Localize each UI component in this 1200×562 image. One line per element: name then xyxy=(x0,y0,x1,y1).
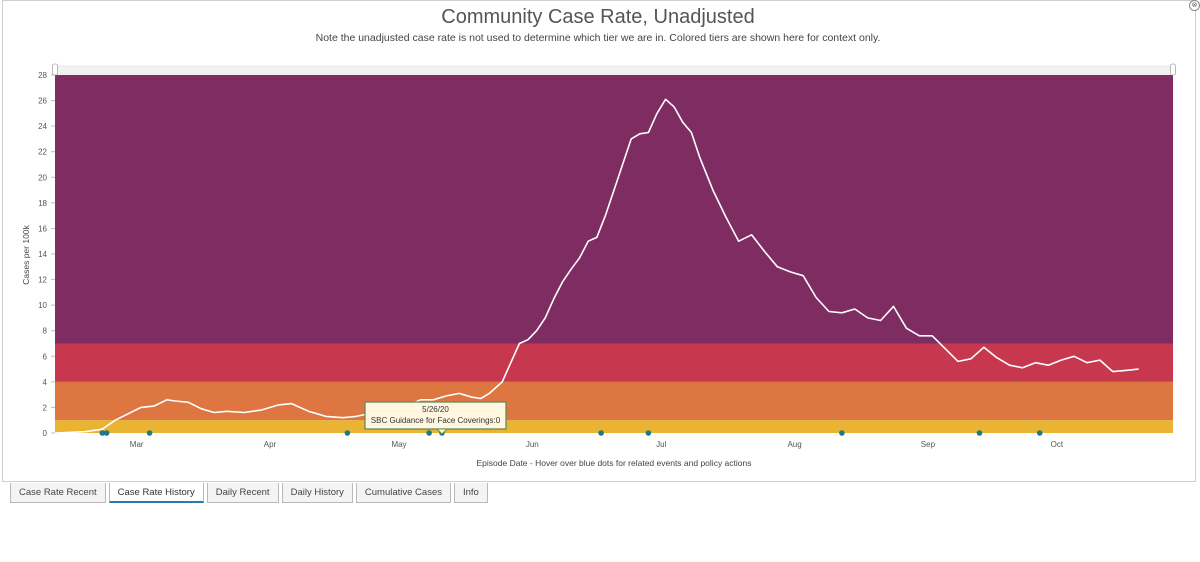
case-rate-line xyxy=(54,98,1139,434)
tab-bar: Case Rate Recent Case Rate History Daily R… xyxy=(10,483,491,505)
x-axis-label: Episode Date - Hover over blue dots for … xyxy=(477,458,752,468)
y-tick-label: 2 xyxy=(43,403,48,412)
event-dot[interactable] xyxy=(99,430,106,436)
tier-band xyxy=(55,381,1173,421)
x-tick-label: Jun xyxy=(526,440,539,449)
tab-case-rate-history[interactable]: Case Rate History xyxy=(108,483,204,503)
y-tick-label: 6 xyxy=(43,352,48,361)
event-dot[interactable] xyxy=(598,430,604,436)
chart-title: Community Case Rate, Unadjusted xyxy=(441,6,755,28)
x-tick-label: May xyxy=(391,440,406,449)
y-tick-label: 14 xyxy=(38,250,47,259)
y-tick-label: 12 xyxy=(38,276,47,285)
tier-bands xyxy=(55,75,1173,433)
scrollbar-handle[interactable] xyxy=(1170,63,1176,76)
event-dot[interactable] xyxy=(344,430,351,436)
event-dot[interactable] xyxy=(103,430,110,436)
event-dot[interactable] xyxy=(426,430,432,436)
y-tick-label: 18 xyxy=(38,199,47,208)
x-tick-label: Aug xyxy=(787,440,801,449)
y-tick-label: 26 xyxy=(38,97,47,106)
tooltip-box xyxy=(364,401,507,430)
x-tick-label: Apr xyxy=(264,440,277,449)
y-tick-label: 10 xyxy=(38,301,47,310)
x-tick-label: Mar xyxy=(130,440,144,449)
tier-band xyxy=(55,75,1173,344)
tab-daily-history[interactable]: Daily History xyxy=(281,483,353,503)
y-tick-label: 28 xyxy=(38,71,47,80)
tooltip-arrow xyxy=(435,428,449,435)
y-tick-label: 24 xyxy=(38,122,47,131)
tooltip-text: SBC Guidance for Face Coverings:0 xyxy=(371,416,501,425)
event-dot[interactable] xyxy=(839,430,845,436)
chart-subtitle: Note the unadjusted case rate is not use… xyxy=(315,32,881,44)
event-dot[interactable] xyxy=(976,430,983,436)
tab-info[interactable]: Info xyxy=(453,483,488,503)
scrollbar-track xyxy=(54,65,1174,75)
case-rate-series xyxy=(54,98,1139,434)
tab-case-rate-recent[interactable]: Case Rate Recent xyxy=(10,483,106,503)
event-dot[interactable] xyxy=(1036,430,1043,436)
y-tick-label: 16 xyxy=(38,224,47,233)
x-tick-label: Jul xyxy=(656,440,666,449)
y-tick-label: 4 xyxy=(43,378,48,387)
y-axis-label: Cases per 100k xyxy=(21,224,31,284)
event-tooltip: 5/26/20 SBC Guidance for Face Coverings:… xyxy=(364,401,507,435)
tab-cumulative-cases[interactable]: Cumulative Cases xyxy=(355,483,451,503)
tooltip-date: 5/26/20 xyxy=(422,405,449,414)
y-tick-label: 0 xyxy=(43,429,48,438)
tab-daily-recent[interactable]: Daily Recent xyxy=(206,483,279,503)
x-tick-label: Oct xyxy=(1051,440,1064,449)
event-dot[interactable] xyxy=(645,430,652,436)
event-dot[interactable] xyxy=(146,430,153,436)
y-tick-label: 20 xyxy=(38,173,47,182)
y-tick-label: 22 xyxy=(38,148,47,157)
scrollbar-handle[interactable] xyxy=(52,63,58,76)
y-tick-label: 8 xyxy=(43,327,48,336)
tier-band xyxy=(55,420,1173,433)
x-tick-label: Sep xyxy=(921,440,936,449)
chart-scrollbar[interactable] xyxy=(52,63,1176,76)
x-axis: Mar Apr May Jun Jul Aug Sep Oct xyxy=(130,440,1064,449)
